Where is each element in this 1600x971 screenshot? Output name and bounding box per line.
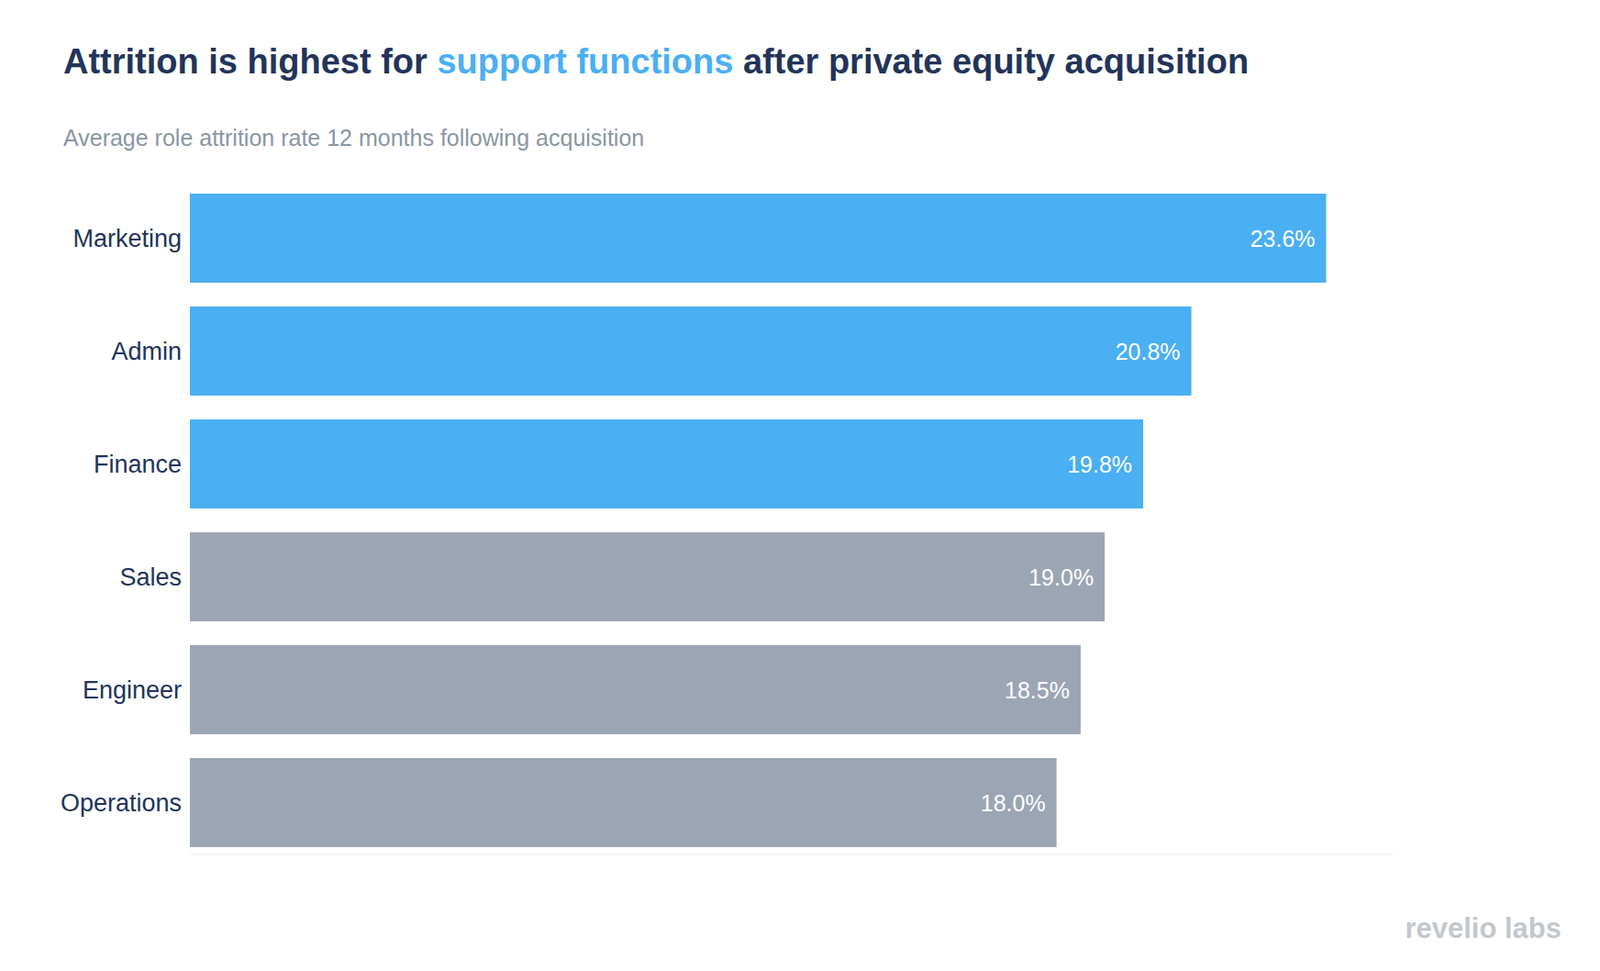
bar (189, 757, 1057, 847)
subtitle: Average role attrition rate 12 months fo… (63, 124, 645, 151)
data-label: 18.5% (1004, 677, 1070, 703)
category-label: Marketing (72, 224, 182, 253)
bar (189, 644, 1081, 734)
data-label: 19.0% (1028, 564, 1094, 590)
data-label: 19.8% (1066, 451, 1133, 478)
bar (189, 306, 1192, 396)
labels: Marketing 23.6% Admin 20.8% Finance 19.8% Sale… (60, 224, 1316, 817)
category-label: Finance (93, 450, 182, 478)
chart: Attrition is highest for support functio… (0, 0, 1600, 971)
bar (189, 532, 1105, 622)
data-label: 18.0% (980, 789, 1046, 816)
category-label: Engineer (82, 676, 182, 704)
bar (189, 193, 1327, 283)
data-label: 23.6% (1250, 225, 1316, 252)
title: Attrition is highest for support functio… (63, 42, 1249, 81)
bars (189, 193, 1327, 847)
annotation: revelio labs (1404, 911, 1562, 945)
bar (189, 419, 1144, 509)
x-axis-line (189, 854, 1394, 856)
data-label: 20.8% (1115, 338, 1181, 365)
category-label: Sales (119, 563, 182, 591)
category-label: Operations (60, 788, 182, 817)
category-label: Admin (111, 337, 182, 366)
